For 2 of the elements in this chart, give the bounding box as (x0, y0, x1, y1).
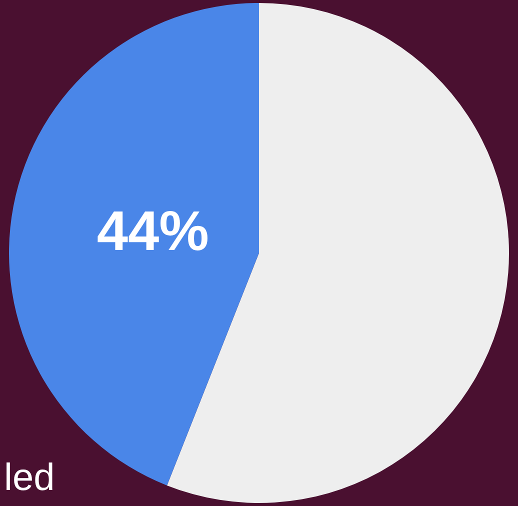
data-label: 44% (96, 198, 209, 262)
text: led (4, 457, 55, 499)
